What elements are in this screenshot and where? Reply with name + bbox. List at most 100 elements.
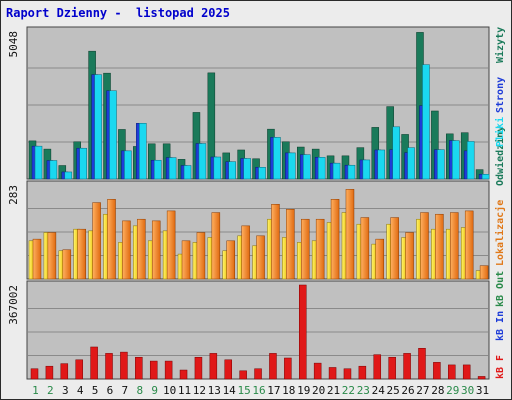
bar-traffic — [60, 363, 69, 380]
x-tick-label: 3 — [62, 384, 69, 397]
bar-hits — [392, 126, 400, 180]
bar-locations — [62, 249, 72, 280]
bar-locations — [47, 232, 57, 280]
bar-locations — [226, 240, 235, 280]
bar-traffic — [343, 368, 352, 380]
bar-locations — [196, 232, 206, 280]
x-tick-label: 29 — [446, 384, 459, 397]
report-title: Raport Dzienny - listopad 2025 — [6, 6, 230, 20]
legend-item: Odwiedziny — [494, 126, 506, 186]
bar-traffic — [313, 362, 322, 380]
bar-traffic — [388, 356, 396, 380]
bar-locations — [345, 189, 355, 280]
bar-hits — [317, 157, 326, 180]
bar-hits — [183, 165, 192, 180]
bar-hits — [124, 150, 132, 180]
x-tick-label: 12 — [193, 384, 206, 397]
bar-traffic — [194, 356, 203, 380]
x-tick-label: 21 — [327, 384, 340, 397]
x-tick-label: 26 — [401, 384, 414, 397]
bar-locations — [166, 210, 176, 280]
bar-locations — [435, 213, 444, 280]
bar-hits — [347, 164, 356, 180]
x-tick-label: 15 — [237, 384, 250, 397]
bar-traffic — [135, 356, 143, 380]
y-max-label: 5048 — [7, 31, 20, 58]
bar-traffic — [105, 353, 113, 380]
x-tick-label: 14 — [223, 384, 237, 397]
bar-locations — [256, 235, 265, 280]
bar-traffic — [90, 346, 98, 380]
bar-hits — [481, 174, 490, 180]
legend-item: Pliki — [494, 117, 506, 147]
bar-traffic — [284, 357, 292, 380]
legend-item: Wizyty — [494, 27, 506, 63]
bar-locations — [315, 218, 325, 280]
x-tick-label: 10 — [163, 384, 176, 397]
bar-locations — [92, 202, 101, 280]
bar-traffic — [239, 370, 247, 380]
bar-hits — [109, 90, 117, 180]
bar-traffic — [358, 365, 367, 380]
x-tick-label: 13 — [208, 384, 221, 397]
x-tick-label: 30 — [461, 384, 474, 397]
x-tick-label: 31 — [476, 384, 489, 397]
bar-hits — [139, 123, 147, 180]
legend-item: kB In — [495, 311, 506, 341]
bar-traffic — [328, 367, 337, 380]
bar-hits — [168, 157, 177, 180]
bar-traffic — [477, 376, 486, 380]
x-tick-label: 20 — [312, 384, 325, 397]
bar-locations — [181, 240, 191, 280]
legend-item: kB Out — [495, 271, 506, 307]
bar-traffic — [448, 364, 456, 380]
bar-locations — [479, 265, 489, 280]
bar-hits — [49, 160, 58, 180]
bar-traffic — [299, 284, 307, 380]
bar-hits — [377, 149, 386, 180]
bar-locations — [122, 220, 131, 280]
x-tick-label: 7 — [122, 384, 129, 397]
x-tick-label: 2 — [47, 384, 54, 397]
bar-hits — [213, 156, 222, 180]
bar-hits — [79, 147, 87, 180]
bar-locations — [330, 199, 340, 280]
bar-locations — [420, 212, 429, 280]
bar-hits — [153, 159, 162, 180]
x-tick-label: 6 — [107, 384, 114, 397]
x-tick-label: 4 — [77, 384, 84, 397]
panel-3 — [26, 280, 490, 380]
bar-locations — [390, 217, 399, 280]
bar-locations — [405, 232, 414, 280]
bar-traffic — [30, 368, 39, 380]
bar-traffic — [462, 364, 471, 380]
x-tick-label: 17 — [267, 384, 280, 397]
x-tick-label: 24 — [372, 384, 386, 397]
bar-locations — [450, 212, 459, 280]
bar-hits — [332, 162, 341, 180]
bar-traffic — [254, 368, 262, 380]
bar-traffic — [75, 359, 83, 380]
bar-traffic — [373, 354, 382, 380]
bar-locations — [271, 204, 280, 280]
bar-traffic — [149, 360, 158, 380]
bar-traffic — [120, 351, 128, 380]
bar-hits — [288, 152, 296, 180]
legend-item: Strony — [495, 77, 506, 113]
x-tick-label: 1 — [32, 384, 39, 397]
bar-hits — [273, 137, 281, 180]
y-max-label: 283 — [7, 185, 20, 205]
bar-hits — [466, 141, 475, 180]
bar-traffic — [403, 353, 411, 380]
bar-traffic — [45, 365, 54, 380]
bar-hits — [34, 145, 43, 180]
bar-traffic — [224, 359, 232, 380]
x-tick-label: 28 — [431, 384, 444, 397]
bar-locations — [211, 212, 221, 280]
bar-locations — [107, 199, 116, 280]
bar-locations — [360, 217, 370, 280]
bar-traffic — [209, 353, 218, 380]
x-tick-label: 5 — [92, 384, 99, 397]
bar-hits — [303, 154, 311, 180]
